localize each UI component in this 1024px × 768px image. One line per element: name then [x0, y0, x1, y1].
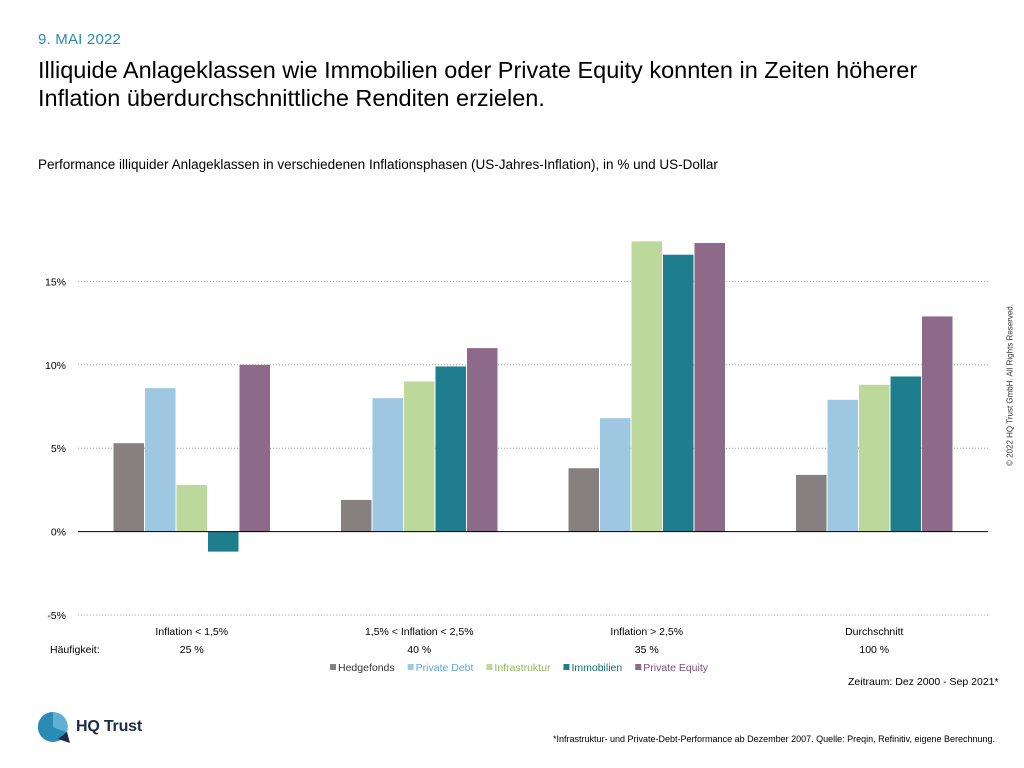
period-note: Zeitraum: Dez 2000 - Sep 2021* [848, 676, 999, 688]
frequency-value: 40 % [407, 644, 431, 656]
frequency-value: 100 % [859, 644, 889, 656]
hq-trust-logo: HQ Trust [36, 709, 142, 745]
legend-swatch [635, 664, 642, 670]
bar-private-equity [239, 364, 270, 532]
category-label: 1,5% < Inflation < 2,5% [365, 626, 474, 638]
legend-swatch [407, 664, 414, 670]
bar-private-debt [372, 398, 403, 532]
bar-hedgefonds [341, 499, 372, 532]
frequency-value: 35 % [635, 644, 659, 656]
frequency-label: Häufigkeit: [50, 644, 100, 656]
legend-label: Hedgefonds [338, 662, 395, 674]
page-title: Illiquide Anlageklassen wie Immobilien o… [38, 57, 918, 111]
frequency-value: 25 % [180, 644, 204, 656]
y-tick-label: 15% [45, 276, 66, 288]
legend-label: Infrastruktur [494, 662, 551, 674]
category-label: Inflation < 1,5% [155, 626, 228, 638]
bar-immobilien [663, 254, 694, 532]
bar-private-equity [922, 316, 953, 532]
bar-private-debt [827, 399, 858, 532]
bar-private-debt [600, 418, 631, 532]
bar-chart: -5% 0% 5% 10% 15% Inflation < 1,5% 25 % 1,5% < … [45, 241, 988, 674]
legend-label: Private Debt [416, 662, 474, 674]
legend-label: Immobilien [571, 662, 622, 674]
legend-label: Private Equity [643, 662, 709, 674]
logo-text: HQ Trust [76, 718, 142, 735]
bar-immobilien [435, 366, 466, 532]
bar-infrastruktur [404, 381, 435, 532]
chart-subtitle: Performance illiquider Anlageklassen in … [38, 157, 718, 172]
legend-swatch [330, 664, 336, 670]
category-label: Inflation > 2,5% [610, 626, 683, 638]
bar-infrastruktur [631, 241, 662, 532]
footnote: *Infrastruktur- und Private-Debt-Perform… [553, 734, 996, 744]
category-label: Durchschnitt [845, 626, 903, 638]
bar-private-equity [694, 243, 725, 532]
y-tick-label: 5% [51, 443, 66, 455]
y-tick-label: 10% [45, 360, 66, 372]
bar-hedgefonds [568, 468, 599, 532]
y-tick-label: 0% [51, 527, 66, 539]
bar-hedgefonds [113, 443, 144, 532]
bar-private-debt [145, 388, 176, 532]
bar-infrastruktur [859, 384, 890, 532]
y-tick-label: -5% [47, 610, 66, 622]
bar-infrastruktur [176, 484, 207, 532]
legend-swatch [486, 664, 493, 670]
bar-private-equity [467, 348, 498, 532]
report-date: 9. MAI 2022 [38, 31, 122, 48]
bar-immobilien [208, 531, 239, 552]
bar-hedgefonds [796, 474, 827, 532]
bar-immobilien [890, 376, 921, 532]
legend-swatch [563, 664, 570, 670]
hq-trust-logo-icon [37, 711, 70, 743]
